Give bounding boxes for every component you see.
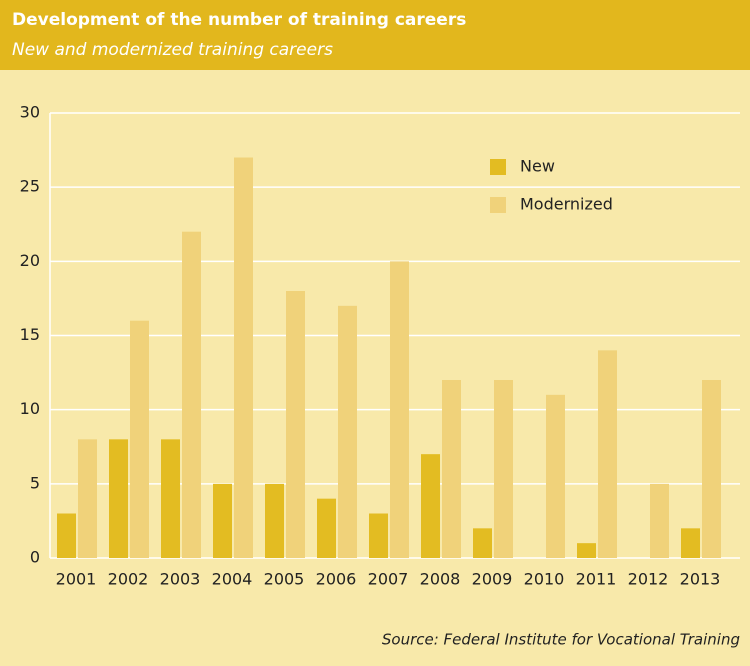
bar — [390, 261, 409, 558]
bar — [421, 454, 440, 558]
x-tick-label: 2008 — [420, 570, 461, 589]
bar — [57, 513, 76, 558]
x-tick-label: 2007 — [368, 570, 409, 589]
bar — [234, 157, 253, 558]
x-tick-label: 2009 — [472, 570, 513, 589]
y-tick-label: 5 — [30, 473, 40, 492]
bar — [473, 528, 492, 558]
bar — [338, 305, 357, 558]
bar — [598, 350, 617, 558]
legend-label: New — [520, 157, 555, 176]
legend-swatch — [490, 197, 506, 213]
legend-label: Modernized — [520, 195, 613, 214]
bar — [286, 291, 305, 558]
x-tick-label: 2010 — [524, 570, 565, 589]
chart-title: Development of the number of training ca… — [12, 10, 466, 30]
header — [0, 0, 750, 70]
bar — [161, 439, 180, 558]
source: Source: Federal Institute for Vocational… — [382, 631, 740, 649]
x-tick-label: 2012 — [628, 570, 669, 589]
bar — [130, 320, 149, 558]
bar — [546, 394, 565, 558]
x-tick-label: 2001 — [56, 570, 97, 589]
x-tick-label: 2003 — [160, 570, 201, 589]
bar — [702, 380, 721, 558]
bar — [182, 231, 201, 558]
x-tick-label: 2002 — [108, 570, 149, 589]
x-tick-label: 2004 — [212, 570, 253, 589]
bar — [577, 543, 596, 558]
y-tick-label: 30 — [20, 103, 40, 122]
bar — [78, 439, 97, 558]
chart-subtitle: New and modernized training careers — [12, 40, 333, 60]
bar — [650, 483, 669, 558]
y-tick-label: 10 — [20, 399, 40, 418]
y-tick-label: 25 — [20, 177, 40, 196]
bar — [109, 439, 128, 558]
bar — [213, 483, 232, 558]
y-tick-label: 15 — [20, 325, 40, 344]
x-tick-label: 2005 — [264, 570, 305, 589]
bar — [369, 513, 388, 558]
legend-swatch — [490, 159, 506, 175]
y-tick-label: 0 — [30, 548, 40, 567]
bar — [494, 380, 513, 558]
x-tick-label: 2006 — [316, 570, 357, 589]
y-tick-label: 20 — [20, 251, 40, 270]
bar — [317, 498, 336, 558]
bar — [265, 483, 284, 558]
x-tick-label: 2011 — [576, 570, 617, 589]
bar — [681, 528, 700, 558]
x-tick-label: 2013 — [680, 570, 721, 589]
bar — [442, 380, 461, 558]
